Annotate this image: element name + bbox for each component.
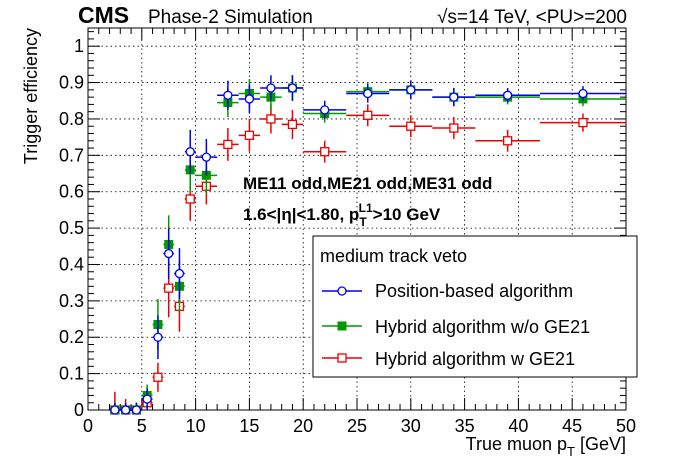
data-series [109,75,626,415]
x-tick-label: 15 [239,416,259,436]
x-tick-label: 45 [562,416,582,436]
x-axis-title-sub: T [567,444,575,459]
data-point [244,130,255,140]
x-tick-label: 5 [137,416,147,436]
y-tick-label: 0.4 [59,254,84,274]
subtitle-label: Phase-2 Simulation [148,7,313,28]
x-tick-label: 40 [508,416,528,436]
data-point [153,372,163,382]
legend-marker [337,286,347,296]
y-tick-label: 0.5 [59,218,84,238]
series-open-circle [109,75,626,415]
energy-label: √s=14 TeV, <PU>=200 [437,7,627,28]
data-point [406,85,416,95]
axes: 0 5 10 15 20 25 30 35 40 45 50 0 0.1 0.2 0.3 0.4 0.5 0.6 0… [59,27,636,436]
eta-annotation-sup: L1 [359,201,373,215]
data-point [223,90,233,100]
data-point [201,152,212,162]
legend: medium track veto Position-based algorit… [312,235,638,378]
x-tick-label: 35 [455,416,475,436]
y-tick-label: 0.1 [59,364,84,384]
data-point [502,136,513,146]
y-tick-label: 0.7 [59,145,84,165]
data-point [363,110,373,120]
x-tick-label: 30 [401,416,421,436]
eta-annotation-main: 1.6<|η|<1.80, p [243,205,359,224]
data-point [244,94,255,104]
y-tick-label: 0 [74,400,84,420]
data-point [164,283,174,293]
x-axis-title-unit: [GeV] [580,434,626,454]
data-point [287,119,298,130]
eta-annotation: 1.6<|η|<1.80, pTL1>10 GeV [243,201,441,229]
data-point [320,105,330,115]
data-point [153,332,163,342]
x-tick-label: 20 [293,416,313,436]
data-point [287,83,298,93]
eta-annotation-sub: T [359,215,367,229]
data-point [142,394,152,404]
data-point [266,83,276,93]
data-point [406,121,416,131]
data-point [185,147,195,157]
x-axis-title: True muon pT [GeV] [466,434,626,459]
legend-entry-hybrid-no-ge21: Hybrid algorithm w/o GE21 [375,317,590,337]
x-tick-label: 25 [347,416,367,436]
data-point [578,117,588,128]
y-axis-title: Trigger efficiency [21,28,41,164]
data-point [110,405,120,415]
y-tick-label: 1 [74,36,84,56]
x-axis-title-main: True muon p [466,434,567,454]
data-point [266,114,276,124]
legend-title: medium track veto [320,246,467,266]
y-tick-label: 0.3 [59,291,84,311]
y-tick-label: 0.8 [59,109,84,129]
x-tick-label: 50 [616,416,636,436]
data-point [363,88,373,99]
legend-entry-position: Position-based algorithm [375,281,573,301]
data-point [185,194,195,204]
x-tick-label: 10 [186,416,206,436]
data-point [449,92,459,102]
y-tick-label: 0.9 [59,73,84,93]
data-point [164,248,174,259]
data-point [449,123,459,133]
data-point [174,268,185,279]
data-point [502,90,513,100]
data-point [578,88,588,99]
cms-label: CMS [78,2,129,28]
y-tick-label: 0.6 [59,182,84,202]
legend-markers [322,286,362,363]
x-tick-label: 0 [83,416,93,436]
legend-box [312,235,638,378]
legend-entry-hybrid-ge21: Hybrid algorithm w GE21 [375,349,575,369]
y-tick-label: 0.2 [59,327,84,347]
legend-marker [337,321,347,331]
data-point [223,139,233,150]
data-point [121,405,131,415]
legend-marker [337,353,347,363]
data-point [320,147,330,157]
data-point [131,405,142,415]
eta-annotation-tail: >10 GeV [373,205,441,224]
station-annotation: ME11 odd,ME21 odd,ME31 odd [243,174,492,193]
